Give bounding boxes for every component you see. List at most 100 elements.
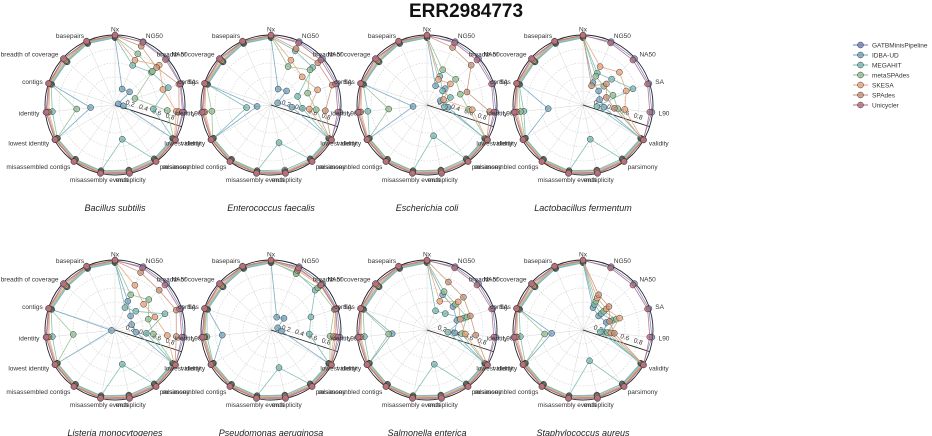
axis-label: SA <box>187 79 196 86</box>
series-point <box>460 293 467 301</box>
series-point <box>473 281 481 289</box>
series-point <box>605 303 613 310</box>
radial-spoke <box>582 104 625 162</box>
series-point <box>395 37 402 45</box>
axis-label: SA <box>343 79 352 86</box>
axis-label: misassembled contigs <box>318 389 383 396</box>
series-line <box>47 260 177 399</box>
series-line <box>516 35 643 173</box>
radial-spoke <box>374 57 428 106</box>
axis-label: parsimony <box>628 164 659 171</box>
series-point <box>298 73 306 81</box>
series-point <box>294 93 301 100</box>
radial-spoke <box>426 40 456 106</box>
axis-label: misassembled contigs <box>318 164 383 171</box>
radial-spoke <box>426 329 488 366</box>
radial-spoke <box>513 329 584 338</box>
radial-spoke <box>541 329 584 387</box>
radial-spoke <box>270 104 341 113</box>
series-point <box>239 262 246 270</box>
grid-ring <box>568 315 598 345</box>
series-point <box>226 383 234 390</box>
series-point <box>216 280 223 287</box>
radial-spoke <box>412 104 428 174</box>
series-point <box>445 278 452 286</box>
radial-spoke <box>229 329 272 387</box>
series-point <box>423 256 431 264</box>
series-line <box>360 260 487 398</box>
series-point <box>592 72 600 80</box>
series-point <box>640 361 647 369</box>
radial-spoke <box>582 329 598 399</box>
axis-label: SA <box>655 79 664 86</box>
series-point <box>306 105 313 113</box>
series-line <box>50 261 174 397</box>
radial-spoke <box>210 329 272 366</box>
legend-label: MEGAHIT <box>872 62 902 69</box>
series-point <box>565 170 572 177</box>
radial-spoke <box>516 308 584 331</box>
series-point <box>382 158 390 165</box>
radar-panel: 0.20.40.60.8NG50NA50SAL90validityparsimo… <box>313 252 514 436</box>
radial-spoke <box>360 308 428 331</box>
axis-label: NA50 <box>327 52 344 59</box>
radial-spoke <box>541 104 584 162</box>
legend-label: IDBA-UD <box>872 52 899 59</box>
series-point <box>467 312 474 320</box>
axis-label: contigs <box>490 304 511 311</box>
axis-label: contigs <box>334 79 355 86</box>
axis-label: basepairs <box>56 258 85 265</box>
radial-tick-label: 0.8 <box>321 337 332 347</box>
series-point <box>60 55 67 62</box>
series-point <box>161 310 169 318</box>
series-point <box>510 333 518 341</box>
axis-label: misassembly events <box>70 177 129 184</box>
axis-label: identity <box>175 110 196 117</box>
radial-axis-line <box>426 104 494 128</box>
series-point <box>119 135 126 143</box>
radial-tick-label: 0.6 <box>307 333 318 343</box>
radial-axis-line <box>426 329 494 353</box>
radar-panel: 0.20.40.60.8NG50NA50SAL90validityparsimo… <box>1 252 202 436</box>
series-point <box>322 107 329 114</box>
axis-label: NA50 <box>171 277 188 284</box>
series-point <box>282 395 289 402</box>
axis-label: multiplicity <box>584 402 615 409</box>
axis-label: SA <box>343 304 352 311</box>
axis-label: validity <box>649 141 670 148</box>
series-point <box>464 383 472 390</box>
axis-label: lowest identity <box>320 366 362 373</box>
axis-label: Nx <box>579 252 588 259</box>
radial-tick-label: 0.2 <box>125 324 136 334</box>
series-point <box>42 333 50 341</box>
series-point <box>308 158 316 165</box>
radial-tick-label: 0.2 <box>281 324 292 334</box>
series-line <box>204 35 331 173</box>
radial-spoke <box>426 265 456 331</box>
axis-label: lowest identity <box>164 141 206 148</box>
grid-ring <box>58 48 172 162</box>
series-line <box>517 260 643 397</box>
grid-ring <box>228 62 314 148</box>
series-point <box>372 280 379 287</box>
series-point <box>111 31 119 39</box>
series-point <box>219 331 226 339</box>
axis-label: Nx <box>423 252 432 259</box>
series-point <box>629 85 637 93</box>
series-point <box>216 55 223 62</box>
series-point <box>528 280 535 287</box>
series-point <box>179 108 186 116</box>
radial-spoke <box>582 329 653 338</box>
series-point <box>609 92 617 99</box>
grid-ring <box>100 90 130 120</box>
radial-spoke <box>554 265 584 331</box>
axis-label: validity <box>181 141 202 148</box>
series-line <box>362 261 486 397</box>
axis-label: identity <box>487 110 508 117</box>
series-point <box>42 108 50 116</box>
axis-label: lowest identity <box>164 366 206 373</box>
panel-title: Escherichia coli <box>396 203 460 213</box>
series-point <box>273 313 280 321</box>
series-line <box>359 260 488 399</box>
radial-spoke <box>86 40 116 106</box>
